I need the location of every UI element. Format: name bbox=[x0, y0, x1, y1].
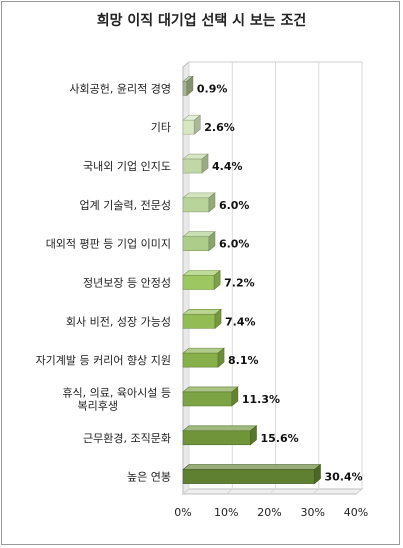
bar-end bbox=[208, 231, 216, 252]
bar-end bbox=[213, 269, 221, 291]
category-label: 회사 비전, 성장 가능성 bbox=[66, 315, 171, 328]
category-label: 높은 연봉 bbox=[127, 471, 171, 484]
data-label: 6.0% bbox=[219, 238, 250, 251]
gridline-floor bbox=[355, 488, 363, 495]
x-tick-label: 10% bbox=[214, 506, 238, 519]
category-label: 자기계발 등 커리어 향상 지원 bbox=[36, 354, 171, 367]
category-label: 정년보장 등 안정성 bbox=[83, 277, 171, 290]
bar bbox=[182, 430, 251, 446]
bar bbox=[182, 236, 210, 251]
bar-end bbox=[208, 192, 216, 213]
data-label: 6.0% bbox=[219, 199, 250, 212]
bar-end bbox=[214, 308, 222, 329]
bar-end bbox=[217, 347, 225, 368]
category-label: 국내외 기업 인지도 bbox=[83, 160, 171, 173]
data-label: 11.3% bbox=[242, 393, 280, 406]
data-label: 30.4% bbox=[324, 471, 362, 484]
data-label: 0.9% bbox=[197, 82, 228, 95]
data-label: 7.2% bbox=[224, 277, 255, 290]
bar-end bbox=[314, 463, 321, 485]
category-label: 근무환경, 조직문화 bbox=[83, 432, 171, 445]
bar-end bbox=[186, 75, 194, 97]
bar bbox=[182, 391, 233, 407]
bar bbox=[182, 275, 215, 290]
bar-top bbox=[182, 425, 258, 432]
bar bbox=[182, 469, 315, 484]
bar-end bbox=[201, 153, 209, 174]
bar bbox=[182, 314, 216, 329]
gridline-floor bbox=[225, 488, 233, 495]
bar-top bbox=[182, 464, 322, 470]
category-label: 대외적 평판 등 기업 이미지 bbox=[46, 238, 171, 251]
bar bbox=[182, 81, 188, 96]
data-label: 4.4% bbox=[212, 160, 243, 173]
category-label: 기타 bbox=[151, 121, 171, 134]
bar-end bbox=[231, 386, 239, 407]
chart-title: 희망 이직 대기업 선택 시 보는 조건 bbox=[96, 13, 307, 29]
gridline-floor bbox=[269, 488, 276, 495]
bar-end bbox=[250, 425, 257, 446]
category-label: 업계 기술력, 전문성 bbox=[80, 199, 171, 212]
data-label: 15.6% bbox=[260, 432, 298, 445]
gridline-floor bbox=[312, 488, 320, 495]
x-tick-label: 20% bbox=[257, 506, 281, 519]
category-label: 사회공헌, 윤리적 경영 bbox=[69, 82, 171, 95]
bar-top bbox=[182, 270, 221, 276]
bar bbox=[182, 119, 195, 135]
x-tick-label: 40% bbox=[344, 506, 368, 519]
bar-top bbox=[182, 386, 239, 393]
bar bbox=[182, 158, 203, 174]
data-label: 2.6% bbox=[204, 121, 235, 134]
x-tick-label: 0% bbox=[174, 506, 191, 519]
data-label: 8.1% bbox=[228, 354, 259, 367]
x-tick-label: 30% bbox=[301, 506, 325, 519]
gridline-floor bbox=[182, 488, 190, 495]
bar-top bbox=[182, 347, 225, 354]
data-label: 7.4% bbox=[225, 315, 256, 328]
bar-top bbox=[182, 309, 222, 315]
bar bbox=[182, 352, 219, 368]
bar-end bbox=[193, 114, 201, 135]
category-label: 휴식, 의료, 육아시설 등 복리후생 bbox=[62, 386, 171, 412]
bar bbox=[182, 197, 210, 213]
